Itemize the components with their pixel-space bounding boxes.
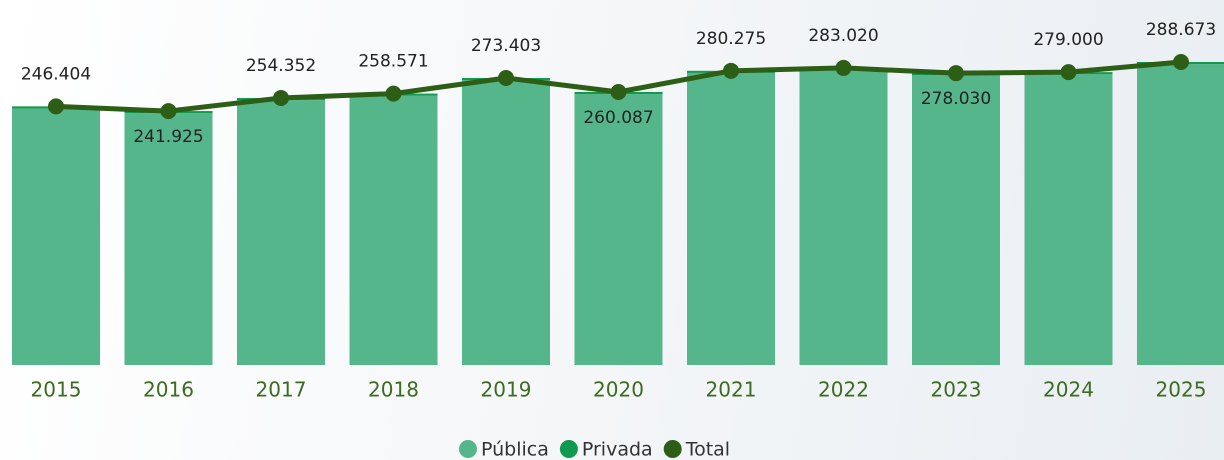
total-point [273,90,289,107]
data-label: 273.403 [471,36,541,56]
bar-segment [12,108,100,365]
x-tick-label: 2022 [818,378,869,402]
data-label: 258.571 [358,52,428,72]
total-point [48,98,64,115]
data-label: 283.020 [808,26,878,46]
bar-segment [462,80,550,365]
x-tick-label: 2015 [31,378,82,402]
data-label: 254.352 [246,56,316,76]
total-point [610,84,627,101]
bar-segment [349,95,438,365]
bar-segment [912,75,1000,365]
x-tick-label: 2017 [256,378,307,402]
total-point [835,59,852,76]
data-label: 260.087 [583,108,653,128]
total-point [1173,54,1189,70]
x-tick-label: 2025 [1156,378,1207,402]
total-point [160,103,177,120]
bar-segment [799,70,888,365]
data-label: 241.925 [133,127,203,147]
data-label: 280.275 [696,29,766,49]
legend-label[interactable]: Pública [481,439,549,460]
bar-segment [574,94,663,365]
x-tick-label: 2024 [1043,378,1094,402]
bar-segment [124,113,213,365]
data-label: 288.673 [1146,20,1216,40]
bar-segment [237,100,325,366]
x-tick-label: 2023 [931,378,982,402]
legend-label[interactable]: Privada [582,439,653,460]
total-point [385,85,402,102]
x-tick-label: 2016 [143,378,194,402]
x-tick-label: 2019 [481,378,532,402]
legend-swatch[interactable] [559,440,578,458]
total-point [498,70,514,87]
bar-segment [1137,64,1224,366]
data-label: 278.030 [921,89,991,109]
data-label: 279.000 [1033,30,1103,50]
total-point [1060,64,1077,81]
total-point [723,62,739,79]
data-label: 246.404 [21,64,91,84]
legend-swatch[interactable] [663,440,682,458]
bar-segment [687,72,775,365]
legend-label[interactable]: Total [685,439,730,460]
total-point [948,65,964,82]
x-tick-label: 2018 [368,378,419,402]
bar-segment [1024,74,1113,366]
x-tick-label: 2020 [593,378,644,402]
legend-swatch[interactable] [459,440,477,458]
x-tick-label: 2021 [706,378,757,402]
